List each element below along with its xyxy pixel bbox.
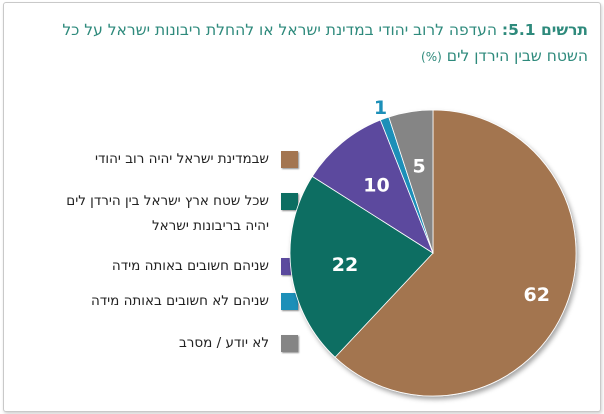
data-label: 10 [363, 175, 389, 197]
chart-legend: שבמדינת ישראל יהיה רוב יהודי שכל שטח ארץ… [24, 3, 299, 411]
chart-title-text: העדפה לרוב יהודי במדינת ישראל או להחלת ר… [62, 21, 502, 39]
legend-label: שניהם לא חשובים באותה מידה [90, 293, 269, 309]
chart-frame: תרשים 5.1: העדפה לרוב יהודי במדינת ישראל… [3, 2, 601, 412]
data-label: 5 [412, 155, 425, 177]
slice-full-sovereignty [289, 175, 434, 358]
legend-label: לא יודע / מסרב [179, 335, 269, 351]
legend-label: שבמדינת ישראל יהיה רוב יהודי [95, 151, 269, 167]
slice-jewish-majority [334, 109, 577, 397]
data-label: 62 [523, 284, 549, 306]
data-label: 1 [374, 97, 387, 119]
chart-subtitle-unit: (%) [421, 50, 442, 64]
legend-label-line2: יהיה בריבונות ישראל [151, 218, 269, 234]
chart-title: תרשים 5.1: העדפה לרוב יהודי במדינת ישראל… [8, 17, 588, 44]
pie-chart: 62 22 10 1 5 [289, 97, 577, 397]
legend-label: שכל שטח ארץ ישראל בין הירדן לים [66, 193, 269, 209]
legend-swatch [281, 293, 298, 310]
chart-subtitle: השטח שבין הירדן לים (%) [8, 43, 588, 70]
legend-swatch [281, 193, 298, 210]
legend-label: שניהם חשובים באותה מידה [111, 258, 269, 274]
chart-title-label: תרשים 5.1: [501, 21, 588, 39]
slice-both-important [311, 119, 434, 254]
legend-swatch [281, 151, 298, 168]
chart-subtitle-text: השטח שבין הירדן לים [441, 47, 588, 65]
slice-dont-know [388, 109, 434, 254]
data-label: 22 [332, 254, 358, 276]
legend-swatch [281, 335, 298, 352]
pie-slices [289, 109, 577, 397]
